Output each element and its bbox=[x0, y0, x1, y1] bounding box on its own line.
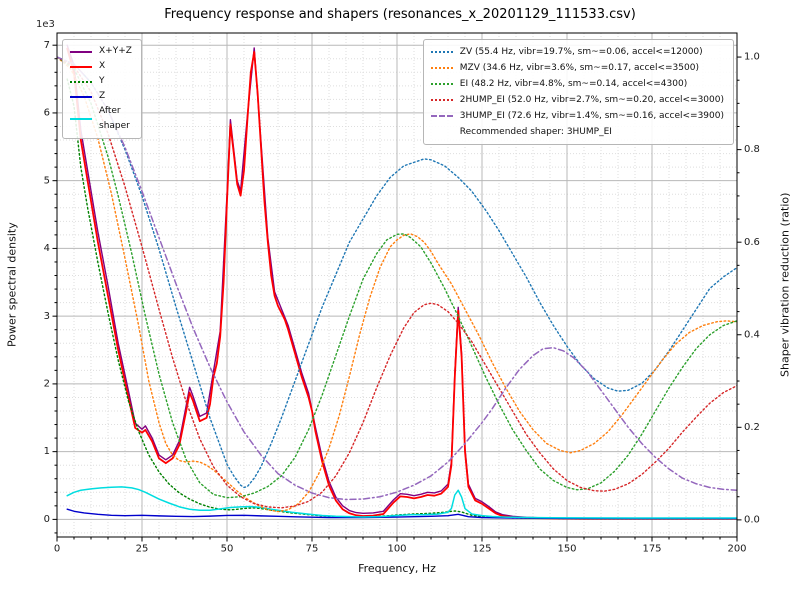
legend-label: Recommended shaper: 3HUMP_EI bbox=[459, 127, 612, 137]
x-line-swatch bbox=[70, 65, 92, 68]
legend-item-z: Z bbox=[70, 89, 132, 104]
3hump-ei-72-6-hz-vibr-1-4-sm-0-16-accel-3900-line-swatch bbox=[430, 115, 453, 117]
legend-item-recommended-shaper-3hump-ei: Recommended shaper: 3HUMP_EI bbox=[431, 124, 724, 140]
legend-item-3hump-ei-72-6-hz-vibr-1-4-sm-0-16-accel-3900: 3HUMP_EI (72.6 Hz, vibr=1.4%, sm~=0.16, … bbox=[430, 108, 724, 124]
legend-label: ZV (55.4 Hz, vibr=19.7%, sm~=0.06, accel… bbox=[459, 47, 703, 57]
ei-48-2-hz-vibr-4-8-sm-0-14-accel-4300-line-swatch bbox=[430, 83, 453, 85]
z-line-swatch bbox=[70, 95, 92, 98]
psd-legend: X+Y+Z X Y Z After shaper bbox=[62, 39, 142, 139]
2hump-ei-52-0-hz-vibr-2-7-sm-0-20-accel-3000-line-swatch bbox=[430, 99, 453, 101]
legend-label: EI (48.2 Hz, vibr=4.8%, sm~=0.14, accel<… bbox=[459, 79, 688, 89]
legend-label: X bbox=[99, 61, 106, 71]
shaper-legend: ZV (55.4 Hz, vibr=19.7%, sm~=0.06, accel… bbox=[422, 39, 734, 145]
zv-55-4-hz-vibr-19-7-sm-0-06-accel-12000-line-swatch bbox=[430, 51, 453, 53]
legend-label: 3HUMP_EI (72.6 Hz, vibr=1.4%, sm~=0.16, … bbox=[459, 111, 724, 121]
right-y-axis-label: Shaper vibration reduction (ratio) bbox=[778, 192, 792, 378]
y-axis-offset-text: 1e3 bbox=[36, 19, 55, 30]
legend-item-zv-55-4-hz-vibr-19-7-sm-0-06-accel-12000: ZV (55.4 Hz, vibr=19.7%, sm~=0.06, accel… bbox=[430, 44, 724, 60]
legend-label: Y bbox=[99, 76, 105, 86]
legend-item-x-y-z: X+Y+Z bbox=[70, 44, 132, 59]
legend-label: After shaper bbox=[99, 106, 130, 131]
x-axis-label: Frequency, Hz bbox=[358, 562, 436, 575]
legend-label: MZV (34.6 Hz, vibr=3.6%, sm~=0.17, accel… bbox=[459, 63, 699, 73]
y-line-swatch bbox=[70, 80, 92, 83]
legend-item-after-shaper: After shaper bbox=[70, 104, 132, 134]
mzv-34-6-hz-vibr-3-6-sm-0-17-accel-3500-line-swatch bbox=[430, 67, 453, 69]
legend-item-2hump-ei-52-0-hz-vibr-2-7-sm-0-20-accel-3000: 2HUMP_EI (52.0 Hz, vibr=2.7%, sm~=0.20, … bbox=[430, 92, 724, 108]
legend-item-y: Y bbox=[70, 74, 132, 89]
legend-label: 2HUMP_EI (52.0 Hz, vibr=2.7%, sm~=0.20, … bbox=[459, 95, 724, 105]
legend-label: X+Y+Z bbox=[99, 46, 132, 56]
legend-item-mzv-34-6-hz-vibr-3-6-sm-0-17-accel-3500: MZV (34.6 Hz, vibr=3.6%, sm~=0.17, accel… bbox=[430, 60, 724, 76]
legend-label: Z bbox=[99, 91, 106, 101]
chart-title: Frequency response and shapers (resonanc… bbox=[164, 7, 636, 22]
left-y-axis-label: Power spectral density bbox=[5, 222, 19, 348]
after-shaper-line-swatch bbox=[70, 118, 92, 120]
x-y-z-line-swatch bbox=[70, 50, 92, 53]
legend-item-ei-48-2-hz-vibr-4-8-sm-0-14-accel-4300: EI (48.2 Hz, vibr=4.8%, sm~=0.14, accel<… bbox=[430, 76, 724, 92]
legend-item-x: X bbox=[70, 59, 132, 74]
